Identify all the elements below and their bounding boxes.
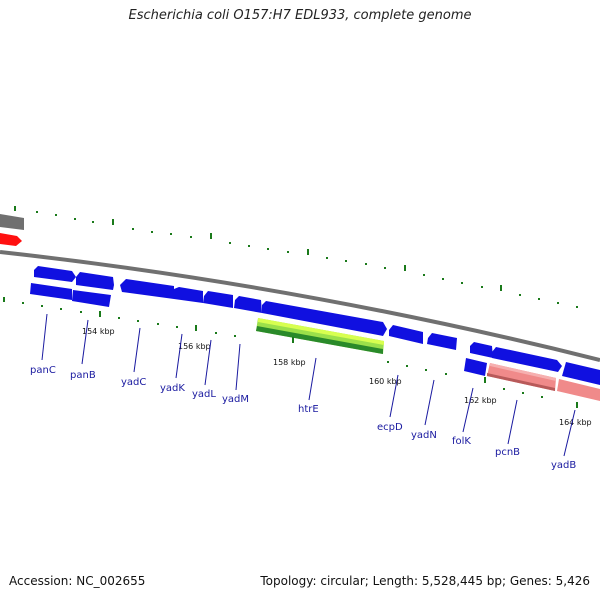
gene-arrow-folK-fwd <box>470 342 493 358</box>
gene-arrow-pcnB-fwd <box>492 347 562 372</box>
gene-label-ecpD: ecpD <box>377 422 403 433</box>
accession-label: Accession: NC_002655 <box>9 574 146 588</box>
scale-label-156: 156 kbp <box>178 342 211 351</box>
gene-arrow-yadN <box>427 333 457 350</box>
gene-arrow-yadM <box>234 296 262 313</box>
genome-summary: Topology: circular; Length: 5,528,445 bp… <box>260 574 590 588</box>
scale-label-154: 154 kbp <box>82 327 115 336</box>
genome-backbone <box>0 250 600 362</box>
scale-label-158: 158 kbp <box>273 358 306 367</box>
gene-label-folK: folK <box>452 436 471 447</box>
gene-arrow-panC-fwd <box>34 266 76 282</box>
red-feature <box>0 233 22 246</box>
reverse-strand <box>30 283 600 401</box>
gene-arrow-panB-fwd <box>76 272 114 290</box>
inner-tick-row <box>3 297 578 408</box>
gene-label-panB: panB <box>70 370 96 381</box>
grey-feature <box>0 214 24 230</box>
gene-arrow-ecpD <box>389 325 423 344</box>
gene-label-yadM: yadM <box>222 394 249 405</box>
forward-strand <box>34 266 600 385</box>
gene-arrow-yadC <box>120 279 174 299</box>
map-title: Escherichia coli O157:H7 EDL933, complet… <box>128 8 472 23</box>
gene-label-htrE: htrE <box>298 404 319 415</box>
gene-label-pcnB: pcnB <box>495 447 520 458</box>
scale-label-160: 160 kbp <box>369 377 402 386</box>
scale-label-164: 164 kbp <box>559 418 592 427</box>
gene-label-yadC: yadC <box>121 377 146 388</box>
gene-arrow-htrE-fwd <box>262 301 387 336</box>
gene-arrow-yadK <box>174 287 203 303</box>
gene-label-panC: panC <box>30 365 56 376</box>
gene-label-yadN: yadN <box>411 430 437 441</box>
gene-arrow-yadB-fwd <box>562 362 600 385</box>
gene-arrow-yadL <box>203 291 233 308</box>
scale-label-162: 162 kbp <box>464 396 497 405</box>
label-leaders <box>41 313 576 457</box>
outer-tick-row <box>14 206 578 308</box>
gene-label-yadK: yadK <box>160 383 185 394</box>
gene-label-yadB: yadB <box>551 460 576 471</box>
gene-label-yadL: yadL <box>192 389 216 400</box>
